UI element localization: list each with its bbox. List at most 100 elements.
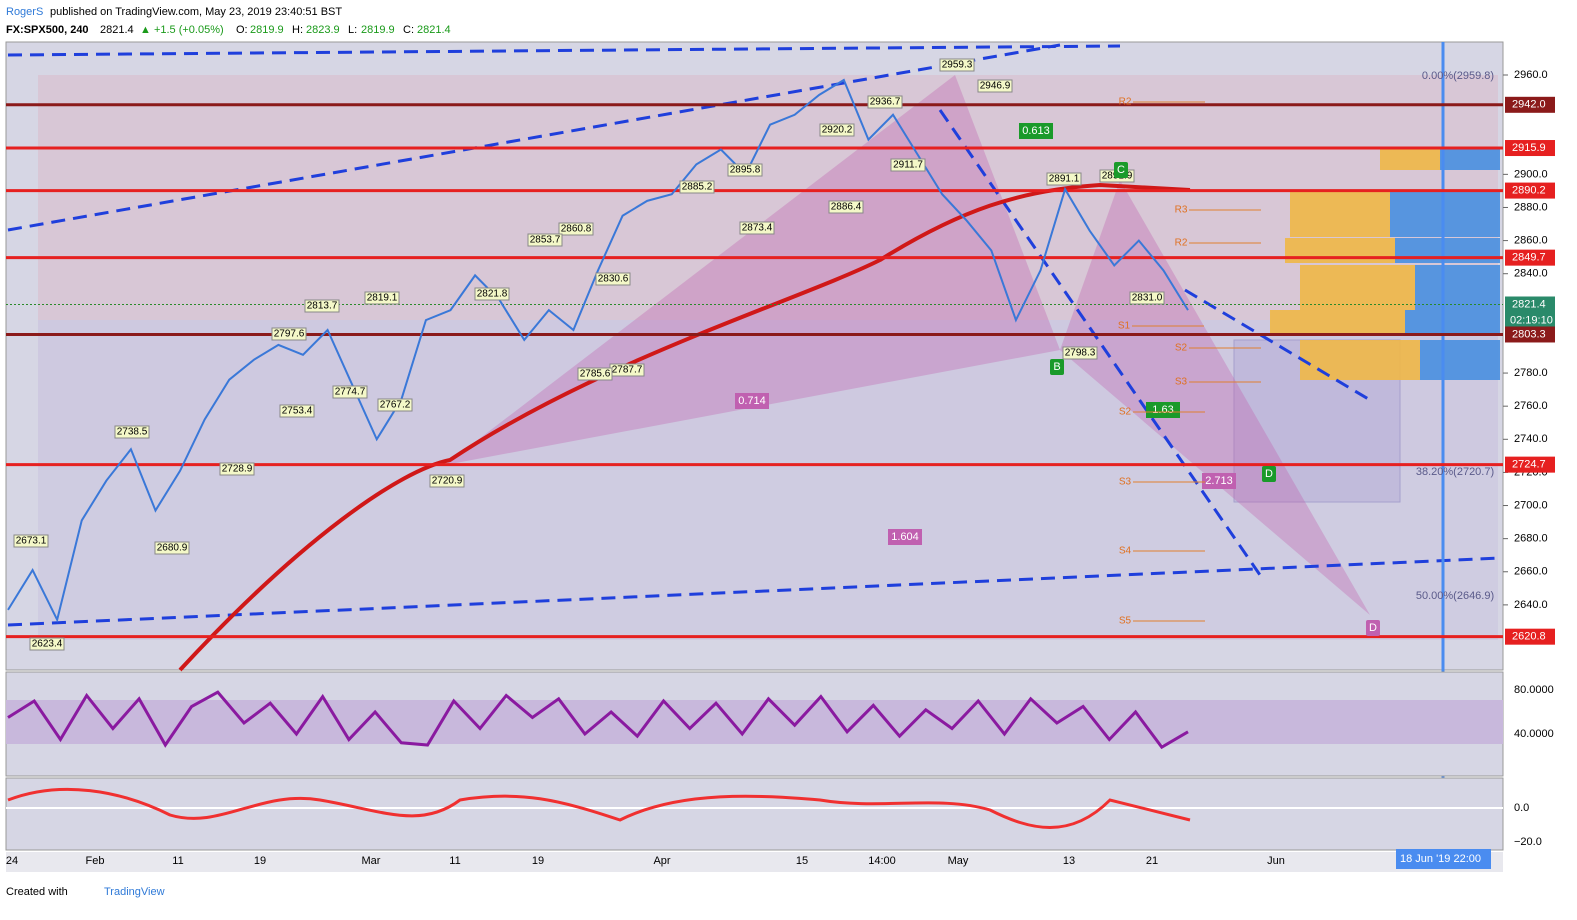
price-note-box [364, 291, 400, 305]
price-note-box [279, 404, 315, 418]
y-tick-label: 2860.0 [1514, 234, 1548, 246]
price-note-box [1129, 291, 1165, 305]
price-line [7, 78, 1189, 623]
price-note-box [1062, 346, 1098, 360]
cursor-date: 18 Jun '19 22:00 [1400, 853, 1481, 865]
price-note-box [377, 398, 413, 412]
price-note-box [595, 272, 631, 286]
pivot: S3 [1119, 477, 1132, 488]
l: 2819.9 [361, 24, 395, 36]
pivot: S5 [1119, 616, 1132, 627]
pivot: S2 [1119, 407, 1132, 418]
price-note: 2813.7 [307, 301, 338, 312]
ratio-box [735, 393, 769, 409]
price-note: 2821.8 [477, 289, 508, 300]
date-label: Apr [653, 855, 670, 867]
rsi-tick-label: 80.0000 [1514, 684, 1554, 696]
ratio-box [1019, 123, 1053, 139]
date-label: 21 [1146, 855, 1158, 867]
price-note: 2728.9 [222, 464, 253, 475]
price-note: 2860.8 [561, 224, 592, 235]
point-box [1050, 359, 1064, 375]
level-tag [1505, 182, 1555, 199]
price-note: 2680.9 [157, 543, 188, 554]
price-note: 2753.4 [282, 406, 313, 417]
zone [38, 75, 1498, 320]
c-label: C: [403, 24, 414, 36]
ratio-box [888, 529, 922, 545]
cursor-date-box [1396, 849, 1491, 869]
macd-line [7, 787, 1191, 829]
trendlines [7, 43, 1501, 722]
last-label: 2821.4 [1512, 298, 1546, 310]
date-label: 19 [254, 855, 266, 867]
pivot: R2 [1119, 97, 1132, 108]
pivot: S2 [1175, 343, 1188, 354]
l-label: L: [348, 24, 357, 36]
point: C [1117, 164, 1125, 176]
price-note-box [304, 299, 340, 313]
price-note: 2895.8 [730, 165, 761, 176]
h-label: H: [292, 24, 303, 36]
price-note-box [577, 367, 613, 381]
price-note-box [977, 79, 1013, 93]
price-note: 2830.6 [598, 274, 629, 285]
y-tick-label: 2960.0 [1514, 69, 1548, 81]
fib-label: 50.00%(2646.9) [1416, 590, 1494, 602]
price-note: 2787.7 [612, 365, 643, 376]
price-note: 2767.2 [380, 400, 411, 411]
price-note-box [739, 221, 775, 235]
date-label: Feb [86, 855, 105, 867]
y-tick-label: 2760.0 [1514, 400, 1548, 412]
pivot: S4 [1119, 546, 1132, 557]
y-tick-label: 2700.0 [1514, 499, 1548, 511]
price-note: 2885.2 [682, 182, 713, 193]
date-label: 19 [532, 855, 544, 867]
o: 2819.9 [250, 24, 284, 36]
date-label: May [948, 855, 969, 867]
date-label: 14:00 [868, 855, 896, 867]
point: B [1053, 361, 1060, 373]
published: published on TradingView.com, May 23, 20… [50, 6, 342, 18]
pattern [1060, 180, 1370, 615]
date-label: Mar [362, 855, 381, 867]
level-tag [1505, 326, 1555, 343]
macd-tick-label: −20.0 [1514, 836, 1542, 848]
ratio: 0.714 [738, 395, 766, 407]
price-note: 2873.4 [742, 223, 773, 234]
price-note-box [154, 541, 190, 555]
rsi-line [7, 690, 1189, 750]
macd-pane [5, 777, 1504, 851]
ratio-box [1202, 473, 1236, 489]
price-note-box [867, 95, 903, 109]
author[interactable]: RogerS [6, 6, 43, 18]
price-note: 2831.0 [1132, 293, 1163, 304]
price-note-box [1046, 172, 1082, 186]
price-note: 2623.4 [32, 639, 63, 650]
level-tag [1505, 96, 1555, 113]
level-label: 2915.9 [1512, 142, 1546, 154]
timer: 02:19:10 [1510, 314, 1553, 326]
point-box [1262, 466, 1276, 482]
rsi-band [6, 700, 1503, 744]
point-box [1366, 620, 1380, 636]
moving-average [178, 182, 1191, 672]
price-note-box [219, 462, 255, 476]
level-tag [1505, 456, 1555, 473]
price-note-box [890, 158, 926, 172]
price-note: 2738.5 [117, 427, 148, 438]
price-note-box [114, 425, 150, 439]
price-note: 2936.7 [870, 97, 901, 108]
h: 2823.9 [306, 24, 340, 36]
brand[interactable]: TradingView [104, 886, 165, 898]
date-label: 13 [1063, 855, 1075, 867]
ratio: 1.63 [1152, 404, 1173, 416]
price-note: 2853.7 [530, 235, 561, 246]
y-tick-label: 2900.0 [1514, 168, 1548, 180]
ratio-box [1146, 402, 1180, 418]
price-note: 2911.7 [893, 160, 923, 171]
ratio: 0.613 [1022, 125, 1050, 137]
ratio: 2.713 [1205, 475, 1233, 487]
pivot: R2 [1175, 238, 1188, 249]
price-note: 2798.3 [1065, 348, 1096, 359]
